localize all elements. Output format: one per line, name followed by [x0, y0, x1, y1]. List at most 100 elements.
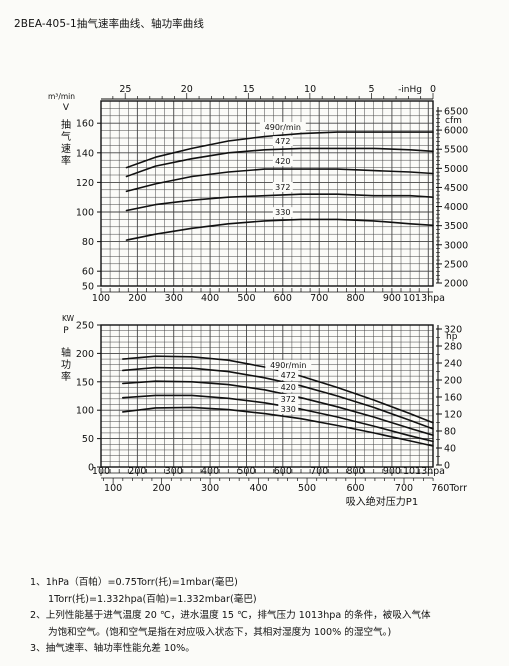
- right-tick-label: 200: [444, 376, 462, 387]
- series-label-bg: [278, 381, 299, 392]
- right-tick-label: 6000: [444, 126, 468, 137]
- y-symbol: P: [63, 326, 69, 336]
- series-label: 490r/min: [270, 361, 306, 370]
- right-unit-label: cfm: [445, 116, 462, 126]
- inhg-tick-label: 25: [119, 84, 131, 95]
- right-tick-label: 2500: [444, 259, 468, 270]
- note-1b: 1Torr(托)=1.332hpa(百帕)=1.332mbar(毫巴): [48, 593, 257, 605]
- series-line: [125, 147, 434, 178]
- series-label-bg: [278, 393, 299, 404]
- series-label-bg: [272, 181, 293, 192]
- plot-frame: [100, 324, 434, 468]
- y-tick-label: 60: [82, 267, 94, 278]
- right-tick-label: 160: [444, 393, 462, 404]
- x-tick-label: 700: [310, 466, 328, 477]
- plot-frame: [100, 100, 434, 287]
- series-line: [125, 131, 434, 169]
- series-label: 472: [281, 371, 296, 380]
- torr-tick-label: 300: [201, 483, 219, 494]
- right-tick-label: 40: [444, 444, 456, 455]
- note-2: 2、上列性能基于进气温度 20 ℃，进水温度 15 ℃，排气压力 1013hpa…: [30, 610, 431, 622]
- y-unit-label: m³/min: [48, 92, 75, 101]
- right-tick-label: 280: [444, 342, 462, 353]
- y-axis-title-char: 轴: [61, 346, 71, 359]
- x-tick-label: 200: [128, 466, 146, 477]
- y-tick-label: 250: [76, 321, 94, 332]
- y-axis-title-char: 抽: [61, 118, 71, 131]
- torr-tick-label: 400: [249, 483, 267, 494]
- inhg-tick-label: 0: [430, 84, 436, 95]
- series-line: [125, 168, 434, 193]
- series-line: [122, 406, 434, 447]
- x-tick-label: 400: [201, 293, 219, 304]
- torr-tick-label: 600: [346, 483, 364, 494]
- torr-tick-label: 700: [395, 483, 413, 494]
- x-tick-label: 700: [310, 293, 328, 304]
- right-tick-label: 0: [444, 461, 450, 472]
- series-label: 372: [281, 395, 296, 404]
- right-tick-label: 3500: [444, 221, 468, 232]
- y-tick-label: 100: [76, 406, 94, 417]
- x-tick-label: 300: [165, 466, 183, 477]
- right-tick-label: 5000: [444, 164, 468, 175]
- series-label-bg: [272, 136, 293, 147]
- x-axis-title: 吸入绝对压力P1: [346, 495, 418, 508]
- x-tick-label: 800: [346, 293, 364, 304]
- x-tick-last-label: 1013hpa: [403, 466, 445, 477]
- y-tick-label: 50: [82, 434, 94, 445]
- y-tick-label: 50: [82, 282, 94, 293]
- series-line: [122, 380, 434, 436]
- right-tick-label: 4000: [444, 202, 468, 213]
- x-tick-label: 900: [383, 466, 401, 477]
- right-unit-label: hp: [446, 332, 458, 342]
- torr-last-label: 760Torr: [431, 483, 467, 494]
- right-tick-label: 3000: [444, 240, 468, 251]
- torr-tick-label: 200: [153, 483, 171, 494]
- y-tick-label: 0: [88, 463, 94, 474]
- inhg-tick-label: 5: [369, 84, 375, 95]
- series-label: 330: [275, 208, 290, 217]
- x-tick-label: 500: [237, 466, 255, 477]
- y-tick-label: 100: [76, 208, 94, 219]
- right-tick-label: 120: [444, 410, 462, 421]
- y-tick-label: 120: [76, 178, 94, 189]
- series-label: 372: [275, 183, 290, 192]
- inhg-tick-label: 15: [243, 84, 255, 95]
- right-tick-label: 4500: [444, 183, 468, 194]
- series-label: 490r/min: [265, 123, 301, 132]
- x-tick-label: 100: [92, 466, 110, 477]
- y-axis-title-char: 速: [61, 143, 71, 155]
- x-tick-label: 600: [274, 466, 292, 477]
- series-label: 420: [275, 157, 290, 166]
- y-tick-label: 160: [76, 119, 94, 130]
- y-tick-label: 80: [82, 237, 94, 248]
- x-tick-label: 600: [274, 293, 292, 304]
- series-label: 472: [275, 137, 290, 146]
- series-label-bg: [265, 359, 312, 370]
- series-label-bg: [272, 156, 293, 167]
- series-label: 330: [281, 405, 296, 414]
- notes: 1、1hPa（百帕）=0.75Torr(托)=1mbar(毫巴) 1Torr(托…: [30, 575, 500, 658]
- note-3: 3、抽气速率、轴功率性能允差 10%。: [30, 643, 195, 655]
- series-line: [125, 193, 434, 212]
- inhg-tick-label: 10: [304, 84, 316, 95]
- series-line: [125, 218, 434, 241]
- x-tick-label: 900: [383, 293, 401, 304]
- x-tick-label: 500: [237, 293, 255, 304]
- y-tick-label: 200: [76, 349, 94, 360]
- torr-tick-label: 100: [104, 483, 122, 494]
- right-tick-label: 5500: [444, 145, 468, 156]
- x-tick-label: 800: [346, 466, 364, 477]
- note-2b: 为饱和空气。(饱和空气是指在对应吸入状态下，其相对湿度为 100% 的湿空气。): [48, 626, 392, 638]
- series-label-bg: [259, 122, 306, 133]
- right-tick-label: 2000: [444, 279, 468, 290]
- page-title: 2BEA-405-1抽气速率曲线、轴功率曲线: [14, 18, 204, 30]
- right-tick-label: 320: [444, 325, 462, 336]
- series-line: [122, 394, 434, 443]
- right-tick-label: 80: [444, 427, 456, 438]
- inhg-tick-label: 20: [181, 84, 193, 95]
- y-tick-label: 140: [76, 148, 94, 159]
- x-tick-label: 300: [165, 293, 183, 304]
- y-axis-title-char: 率: [61, 154, 71, 167]
